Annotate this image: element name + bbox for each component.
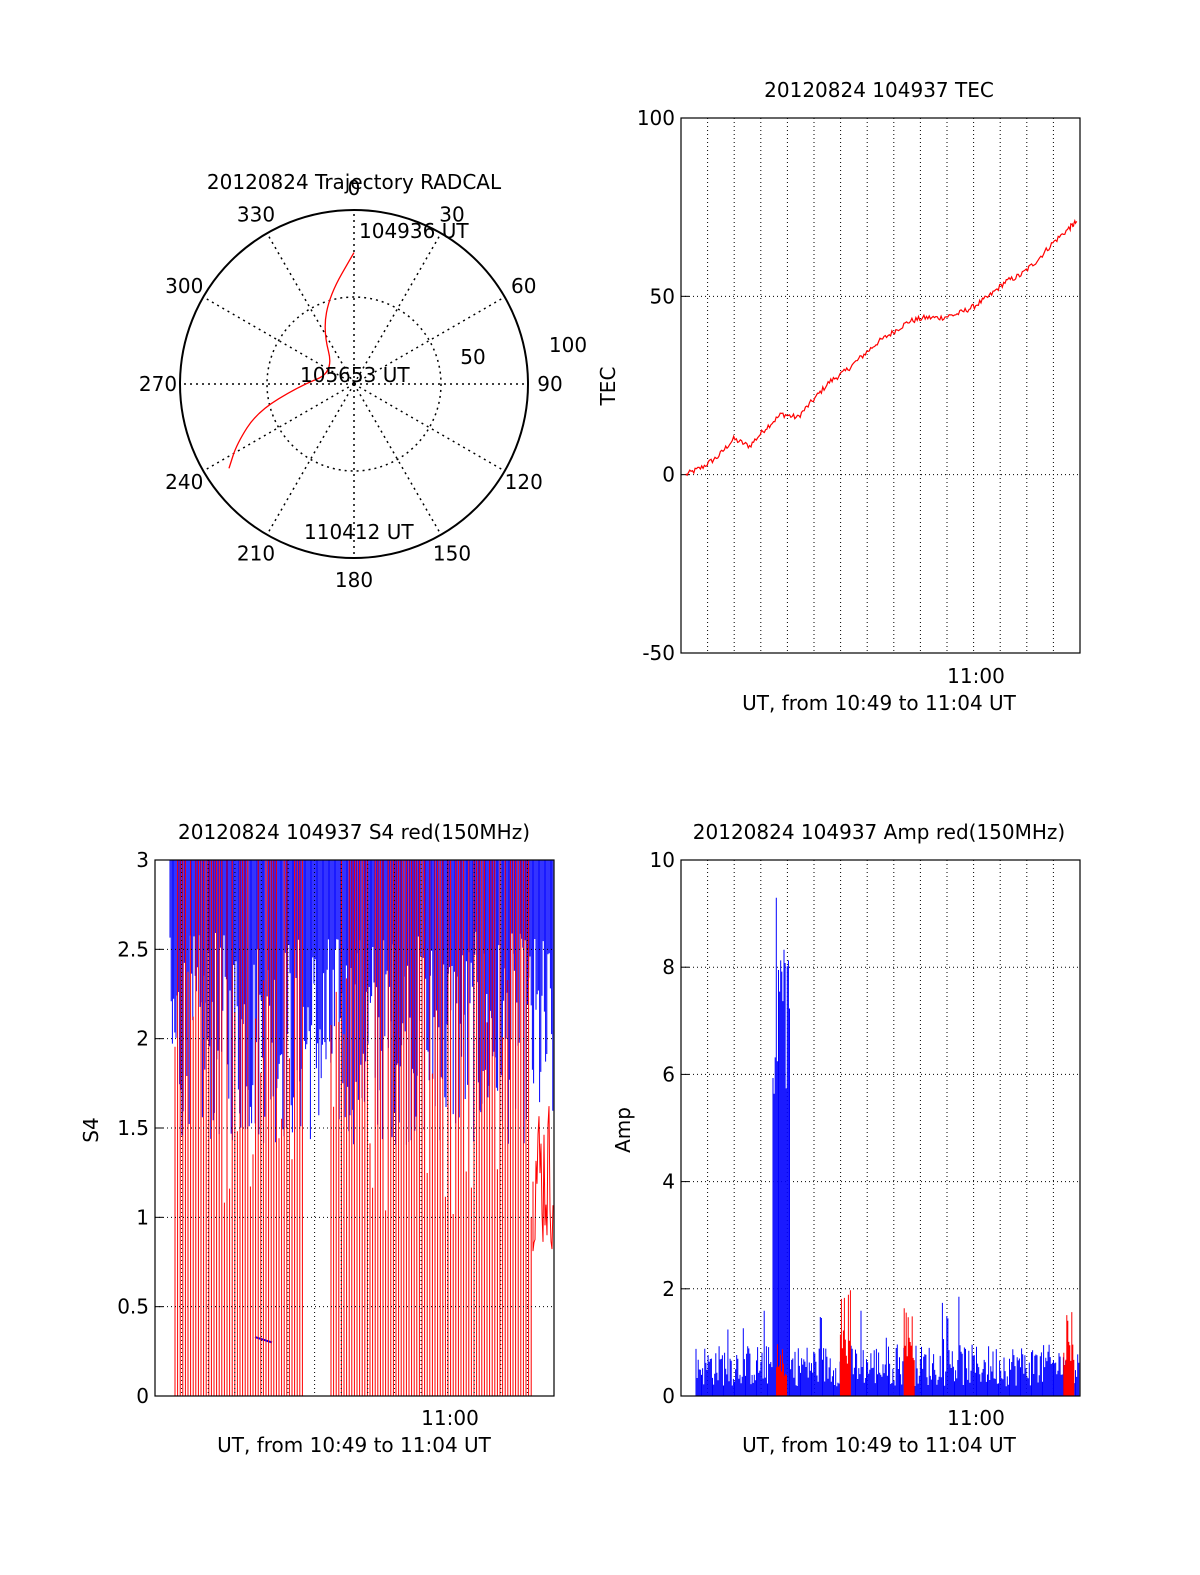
ytick-label: 1: [136, 1205, 149, 1229]
polar-spoke: [202, 383, 355, 472]
ytick-label: 3: [136, 848, 149, 872]
angle-tick-label: 270: [139, 372, 177, 396]
tec-panel: 20120824 104937 TEC -50 0 50 100 11:00 UT, …: [596, 78, 1081, 715]
s4-yticks: 0 0.5 1 1.5 2 2.5 3: [117, 848, 163, 1408]
polar-grid-ring: [266, 296, 442, 472]
trajectory-mid-label: 105653 UT: [300, 363, 410, 387]
angle-tick-label: 300: [165, 274, 203, 298]
polar-spoke: [202, 296, 355, 385]
ytick-label: 0.5: [117, 1295, 149, 1319]
tec-xtick-1100: 11:00: [947, 664, 1005, 688]
s4-xlabel: UT, from 10:49 to 11:04 UT: [217, 1433, 492, 1457]
angle-tick-label: 120: [505, 470, 543, 494]
ytick-label: 100: [637, 106, 675, 130]
ytick-label: 6: [662, 1062, 675, 1086]
tec-ylabel: TEC: [596, 367, 620, 407]
tec-series-line: [685, 218, 1078, 477]
radial-tick-50: 50: [460, 345, 485, 369]
polar-spoke: [353, 232, 442, 385]
trajectory-line: [228, 252, 355, 469]
tec-xlabel: UT, from 10:49 to 11:04 UT: [742, 691, 1017, 715]
ytick-label: 4: [662, 1170, 675, 1194]
trajectory-title: 20120824 Trajectory RADCAL: [207, 170, 502, 194]
angle-tick-label: 210: [237, 542, 275, 566]
ytick-label: 2.5: [117, 937, 149, 961]
trajectory-panel: 20120824 Trajectory RADCAL 0 30 60 90 120 150…: [139, 170, 587, 592]
polar-spoke: [266, 383, 355, 536]
polar-spoke: [353, 383, 442, 536]
radial-tick-100: 100: [549, 333, 587, 357]
amp-title: 20120824 104937 Amp red(150MHz): [693, 820, 1065, 844]
amp-xlabel: UT, from 10:49 to 11:04 UT: [742, 1433, 1017, 1457]
ytick-label: 2: [136, 1027, 149, 1051]
angle-tick-label: 60: [511, 274, 536, 298]
polar-angle-labels: 0 30 60 90 120 150 180 210 240 270 300 330: [139, 176, 563, 592]
ytick-label: 0: [662, 1384, 675, 1408]
amp-plot-frame: [680, 859, 1081, 1397]
s4-panel: 20120824 104937 S4 red(150MHz) 0 0.5 1 1.5 2…: [79, 820, 555, 1457]
angle-tick-label: 90: [537, 372, 562, 396]
tec-plot-frame: [680, 117, 1081, 654]
amp-ylabel: Amp: [611, 1107, 635, 1153]
ytick-label: 0: [136, 1384, 149, 1408]
angle-tick-label: 0: [348, 176, 361, 200]
s4-red-tail: [532, 1106, 554, 1252]
polar-spoke: [353, 296, 506, 385]
amp-blue-series: [695, 897, 1080, 1396]
angle-tick-label: 240: [165, 470, 203, 494]
s4-grid: [155, 860, 554, 1396]
ytick-label: 2: [662, 1277, 675, 1301]
angle-tick-label: 30: [439, 202, 464, 226]
s4-xtick-1100: 11:00: [421, 1406, 479, 1430]
amp-panel: 20120824 104937 Amp red(150MHz) 0246810 …: [611, 820, 1081, 1457]
ytick-label: 8: [662, 955, 675, 979]
trajectory-start-label: 104936 UT: [359, 219, 469, 243]
amp-xtick-1100: 11:00: [947, 1406, 1005, 1430]
s4-title: 20120824 104937 S4 red(150MHz): [178, 820, 530, 844]
amp-yticks: 0 2 4 6 8 10: [650, 848, 689, 1408]
amp-red-series: [776, 1290, 1075, 1396]
angle-tick-label: 150: [433, 542, 471, 566]
ytick-label: 1.5: [117, 1116, 149, 1140]
tec-title: 20120824 104937 TEC: [764, 78, 994, 102]
angle-tick-label: 180: [335, 568, 373, 592]
tec-grid: [681, 118, 1080, 653]
polar-grid: [180, 210, 528, 558]
amp-grid: [681, 860, 1080, 1396]
angle-tick-label: 330: [237, 202, 275, 226]
ytick-label: 0: [662, 463, 675, 487]
ytick-label: -50: [642, 641, 675, 665]
polar-spoke: [266, 232, 355, 385]
ytick-label: 50: [650, 284, 675, 308]
polar-outer-circle: [179, 209, 529, 559]
ytick-label: 10: [650, 848, 675, 872]
polar-spoke: [353, 383, 506, 472]
trajectory-end-label: 110412 UT: [304, 520, 414, 544]
tec-yticks: -50 0 50 100: [637, 106, 689, 665]
s4-ylabel: S4: [79, 1117, 103, 1142]
